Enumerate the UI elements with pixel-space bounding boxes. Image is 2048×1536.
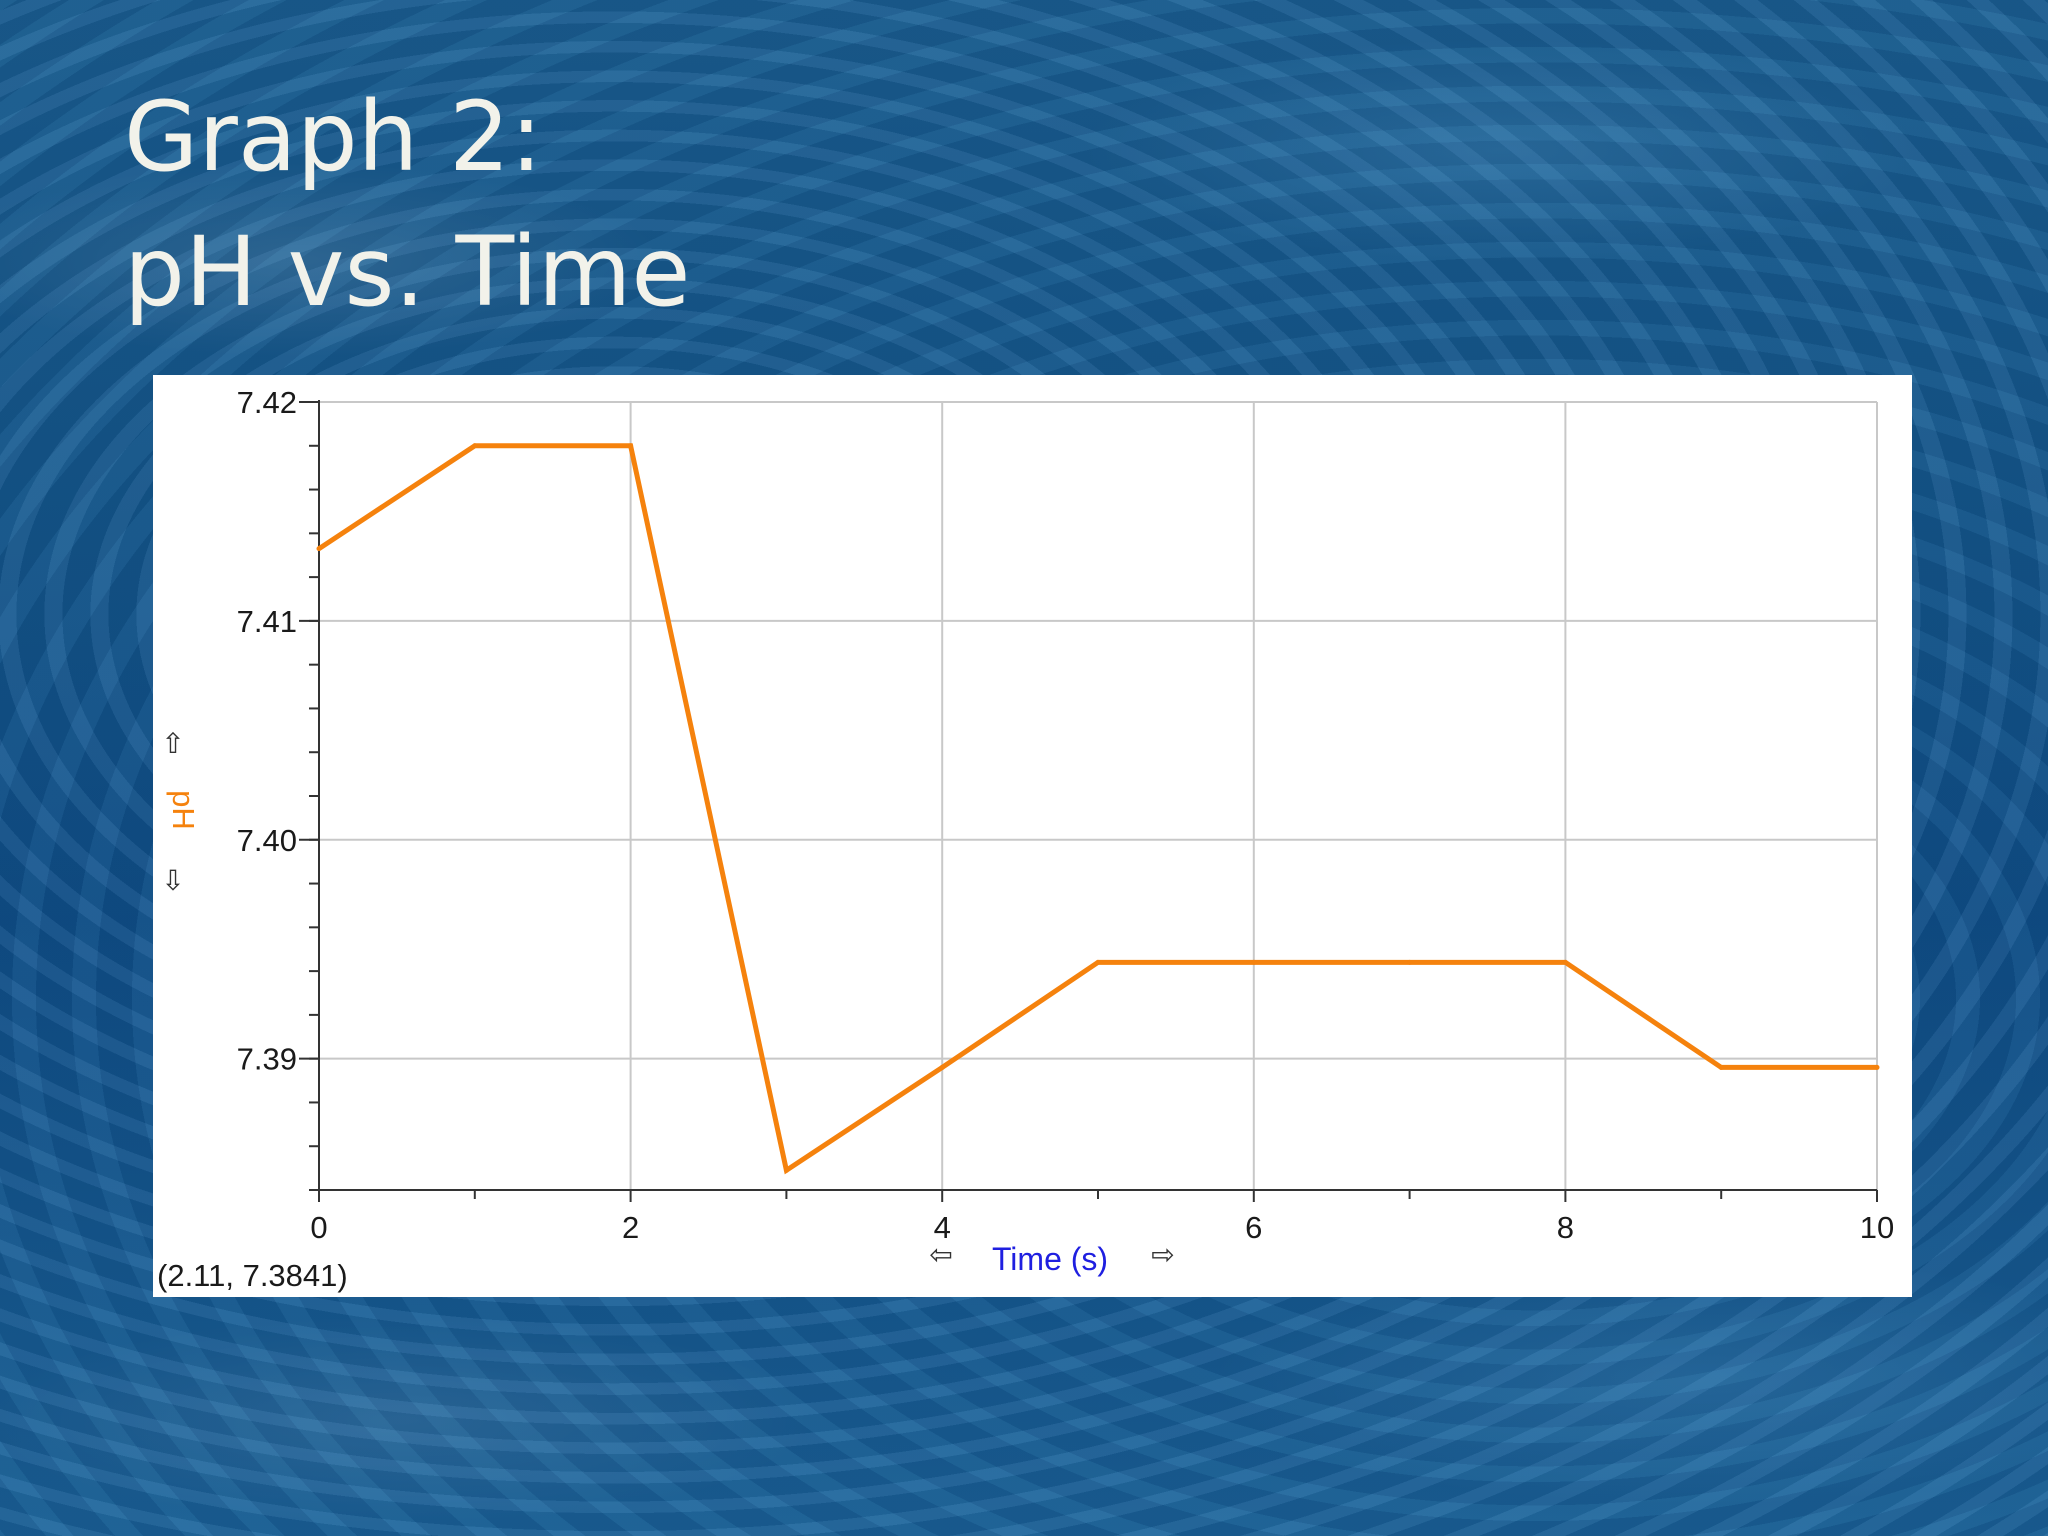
series-line-ph — [317, 443, 1877, 1175]
y-tick-label: 7.39 — [237, 1042, 297, 1077]
x-tick-label: 0 — [310, 1210, 327, 1245]
slide-title-line-2: pH vs. Time — [124, 216, 691, 328]
data-point — [1095, 959, 1101, 965]
data-point — [1562, 959, 1568, 965]
y-axis-title: pH — [166, 790, 201, 830]
data-point — [1874, 1064, 1880, 1070]
x-axis-title: Time (s) — [992, 1241, 1108, 1277]
data-point — [1407, 959, 1413, 965]
x-tick-label: 8 — [1557, 1210, 1574, 1245]
x-axis-left-arrow-icon[interactable]: ⇦ — [929, 1238, 952, 1271]
data-point — [1251, 959, 1257, 965]
data-point — [628, 443, 634, 449]
data-point — [939, 1064, 945, 1070]
y-axis-up-arrow-icon[interactable]: ⇧ — [161, 727, 184, 760]
coordinate-readout: (2.11, 7.3841) — [157, 1258, 348, 1293]
y-tick-label: 7.41 — [237, 604, 297, 639]
slide-title: Graph 2: pH vs. Time — [124, 70, 690, 340]
x-tick-label: 2 — [622, 1210, 639, 1245]
y-axis-down-arrow-icon[interactable]: ⇩ — [161, 864, 184, 897]
ph-vs-time-chart: 0 2 4 6 8 10 7.42 7.41 7.40 7.39 Time (s) ⇦ ⇨ pH ⇧ ⇩ — [161, 385, 1894, 1277]
data-point — [472, 443, 478, 449]
data-point — [1718, 1064, 1724, 1070]
slide-title-line-1: Graph 2: — [124, 81, 543, 193]
data-point — [316, 546, 322, 552]
x-tick-label: 10 — [1860, 1210, 1894, 1245]
y-tick-label: 7.42 — [237, 385, 297, 420]
chart-panel: 0 2 4 6 8 10 7.42 7.41 7.40 7.39 Time (s) ⇦ ⇨ pH ⇧ ⇩ (2… — [153, 375, 1912, 1297]
x-tick-label: 6 — [1245, 1210, 1262, 1245]
y-tick-label: 7.40 — [237, 823, 297, 858]
x-axis-right-arrow-icon[interactable]: ⇨ — [1151, 1238, 1174, 1271]
x-tick-label: 4 — [934, 1210, 951, 1245]
data-point — [783, 1167, 789, 1173]
